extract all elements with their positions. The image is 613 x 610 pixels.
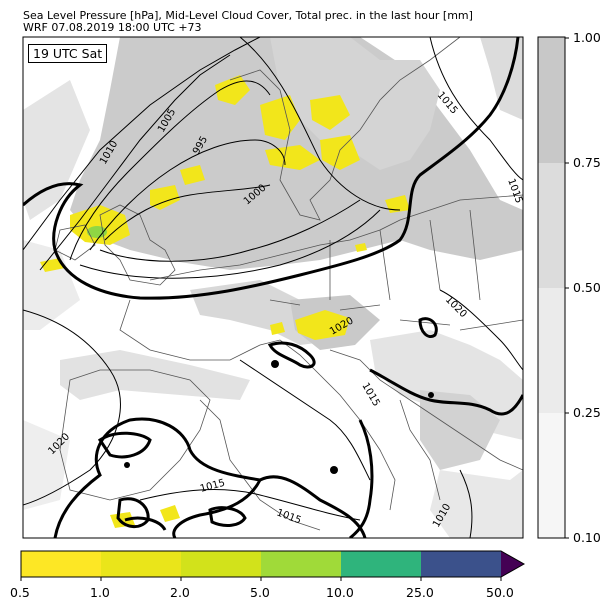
map-frame xyxy=(22,36,524,539)
precip-colorbar-tick: 10.0 xyxy=(326,585,354,600)
precip-colorbar-tick: 0.5 xyxy=(10,585,30,600)
cloud-colorbar xyxy=(537,36,569,539)
precip-colorbar-tick: 2.0 xyxy=(170,585,190,600)
precip-colorbar-tick: 5.0 xyxy=(250,585,270,600)
isobars-thick xyxy=(23,37,523,538)
cloud-colorbar-tick: 0.75 xyxy=(573,155,601,170)
precip-colorbar-tick: 50.0 xyxy=(486,585,514,600)
cloud-colorbar-tick: 1.00 xyxy=(573,30,601,45)
map-title: Sea Level Pressure [hPa], Mid-Level Clou… xyxy=(23,9,473,22)
cloud-colorbar-tick: 0.50 xyxy=(573,280,601,295)
precip-colorbar xyxy=(20,550,526,581)
cloud-colorbar-tick: 0.25 xyxy=(573,405,601,420)
valid-time-label: 19 UTC Sat xyxy=(28,44,108,63)
cloud-colorbar-tick: 0.10 xyxy=(573,530,601,545)
isobars-thin xyxy=(23,37,523,538)
precip-colorbar-tick: 1.0 xyxy=(90,585,110,600)
precip-colorbar-tick: 25.0 xyxy=(406,585,434,600)
map-subtitle: WRF 07.08.2019 18:00 UTC +73 xyxy=(23,21,202,34)
